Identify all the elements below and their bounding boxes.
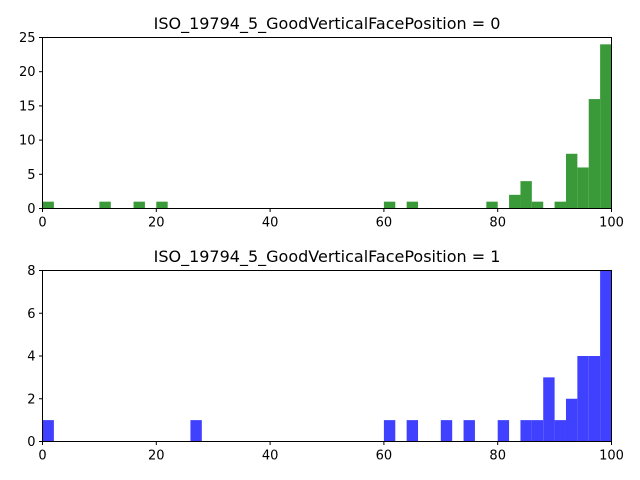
- histogram-bar: [554, 420, 566, 442]
- histogram-bar: [509, 194, 521, 209]
- histogram-bar: [600, 270, 612, 442]
- y-tick-label: 20: [19, 65, 36, 80]
- y-tick-label: 25: [19, 31, 36, 46]
- histogram-bar: [577, 356, 589, 442]
- plot-frame-top: [42, 37, 612, 209]
- bars-top: [42, 44, 612, 209]
- y-tick-label: 0: [27, 202, 35, 217]
- histogram-bar: [406, 420, 419, 442]
- y-tick-label: 0: [27, 435, 35, 450]
- histogram-bar: [486, 201, 498, 209]
- chart-title-bottom: ISO_19794_5_GoodVerticalFacePosition = 1: [154, 247, 501, 267]
- y-tick-label: 8: [27, 264, 35, 279]
- y-axis-ticks-top: 0 5 10 15 20 25: [19, 31, 43, 217]
- x-tick-label: 20: [148, 449, 165, 464]
- histogram-bar: [565, 153, 578, 209]
- histogram-bar: [531, 420, 544, 442]
- histogram-bar: [463, 420, 475, 442]
- histogram-bar: [588, 99, 601, 209]
- x-tick-label: 40: [262, 449, 279, 464]
- histogram-bar: [99, 201, 111, 209]
- y-tick-label: 15: [19, 99, 36, 114]
- histogram-bar: [600, 44, 612, 209]
- y-tick-label: 4: [27, 350, 35, 365]
- x-tick-label: 40: [262, 216, 279, 231]
- x-tick-label: 60: [376, 216, 393, 231]
- histogram-bar: [383, 201, 396, 209]
- y-tick-label: 2: [27, 392, 35, 407]
- histogram-bar: [577, 167, 589, 209]
- histogram-bar: [406, 201, 419, 209]
- x-tick-label: 100: [599, 449, 624, 464]
- y-tick-label: 5: [27, 168, 35, 183]
- y-tick-label: 6: [27, 307, 35, 322]
- bars-bottom: [42, 270, 612, 442]
- histogram-bar: [588, 356, 601, 442]
- histogram-bar: [42, 201, 54, 209]
- x-tick-label: 80: [489, 449, 506, 464]
- plot-frame-bottom: [42, 270, 612, 442]
- x-tick-label: 60: [376, 449, 393, 464]
- y-axis-ticks-bottom: 0 2 4 6 8: [27, 264, 43, 450]
- histogram-bar: [565, 398, 578, 442]
- histogram-bar: [42, 420, 54, 442]
- histogram-panel-top: ISO_19794_5_GoodVerticalFacePosition = 0…: [19, 14, 624, 231]
- chart-title-top: ISO_19794_5_GoodVerticalFacePosition = 0: [154, 14, 501, 34]
- histogram-panel-bottom: ISO_19794_5_GoodVerticalFacePosition = 1…: [27, 247, 624, 464]
- histogram-bar: [531, 201, 544, 209]
- histogram-bar: [520, 420, 532, 442]
- y-tick-label: 10: [19, 134, 36, 149]
- histogram-bar: [440, 420, 453, 442]
- x-tick-label: 0: [38, 449, 46, 464]
- histogram-bar: [190, 420, 202, 442]
- x-tick-label: 20: [148, 216, 165, 231]
- histogram-bar: [383, 420, 396, 442]
- x-tick-label: 80: [489, 216, 506, 231]
- x-tick-label: 100: [599, 216, 624, 231]
- histogram-bar: [156, 201, 168, 209]
- x-tick-label: 0: [38, 216, 46, 231]
- x-axis-ticks-top: 0 20 40 60 80 100: [38, 208, 624, 231]
- histogram-bar: [520, 181, 532, 209]
- histogram-bar: [554, 201, 566, 209]
- histogram-bar: [133, 201, 145, 209]
- histogram-bar: [497, 420, 510, 442]
- histogram-bar: [543, 377, 555, 442]
- x-axis-ticks-bottom: 0 20 40 60 80 100: [38, 441, 624, 464]
